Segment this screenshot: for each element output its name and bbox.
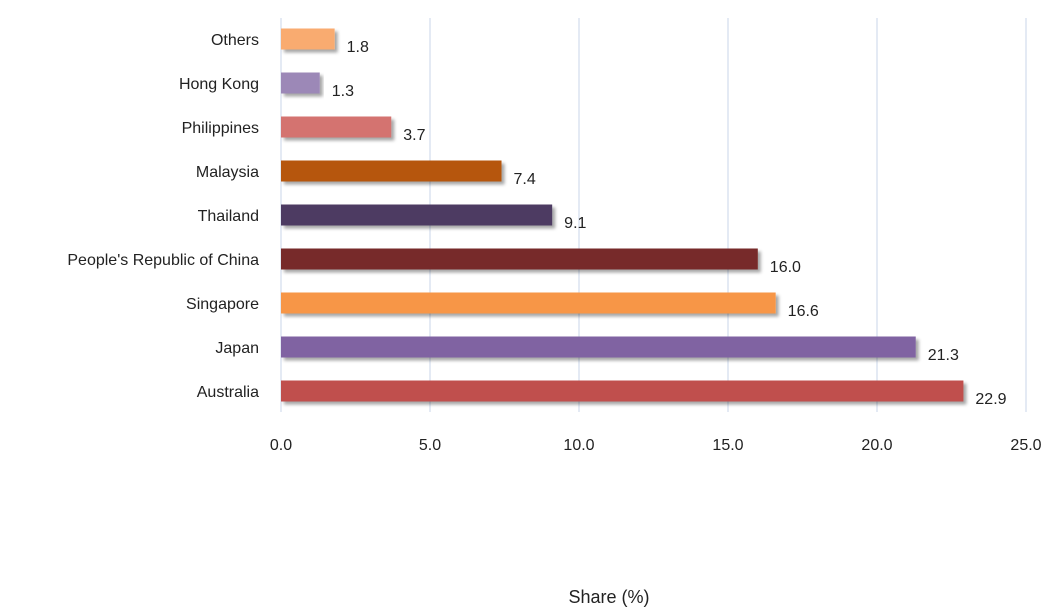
bar (281, 336, 916, 358)
bar (281, 28, 335, 50)
bar (281, 248, 758, 270)
bar (281, 292, 776, 314)
category-label: Malaysia (196, 164, 259, 181)
data-label: 22.9 (975, 391, 1006, 408)
category-label: Others (211, 32, 259, 49)
category-label: Australia (197, 384, 259, 401)
category-label: People's Republic of China (67, 252, 259, 269)
category-label: Philippines (182, 120, 259, 137)
data-label: 16.0 (770, 259, 801, 276)
category-label: Japan (215, 340, 259, 357)
x-tick-label: 25.0 (1010, 437, 1041, 454)
data-label: 21.3 (928, 347, 959, 364)
x-tick-label: 0.0 (270, 437, 292, 454)
x-tick-label: 5.0 (419, 437, 441, 454)
category-label: Thailand (198, 208, 259, 225)
x-tick-label: 20.0 (861, 437, 892, 454)
data-label: 3.7 (403, 127, 425, 144)
bar (281, 380, 964, 402)
bar (281, 116, 392, 138)
category-label: Singapore (186, 296, 259, 313)
data-label: 16.6 (788, 303, 819, 320)
labels: 0.0 5.0 10.0 15.0 20.0 25.0 Australia 22.9 Japan… (67, 32, 1041, 454)
data-label: 1.3 (332, 83, 354, 100)
x-axis-title: Share (%) (568, 587, 649, 607)
bars (281, 28, 964, 402)
data-label: 9.1 (564, 215, 586, 232)
bar (281, 160, 502, 182)
bar (281, 204, 553, 226)
x-tick-label: 10.0 (563, 437, 594, 454)
data-label: 7.4 (514, 171, 536, 188)
category-label: Hong Kong (179, 76, 259, 93)
bar (281, 72, 320, 94)
x-tick-label: 15.0 (712, 437, 743, 454)
data-label: 1.8 (347, 39, 369, 56)
